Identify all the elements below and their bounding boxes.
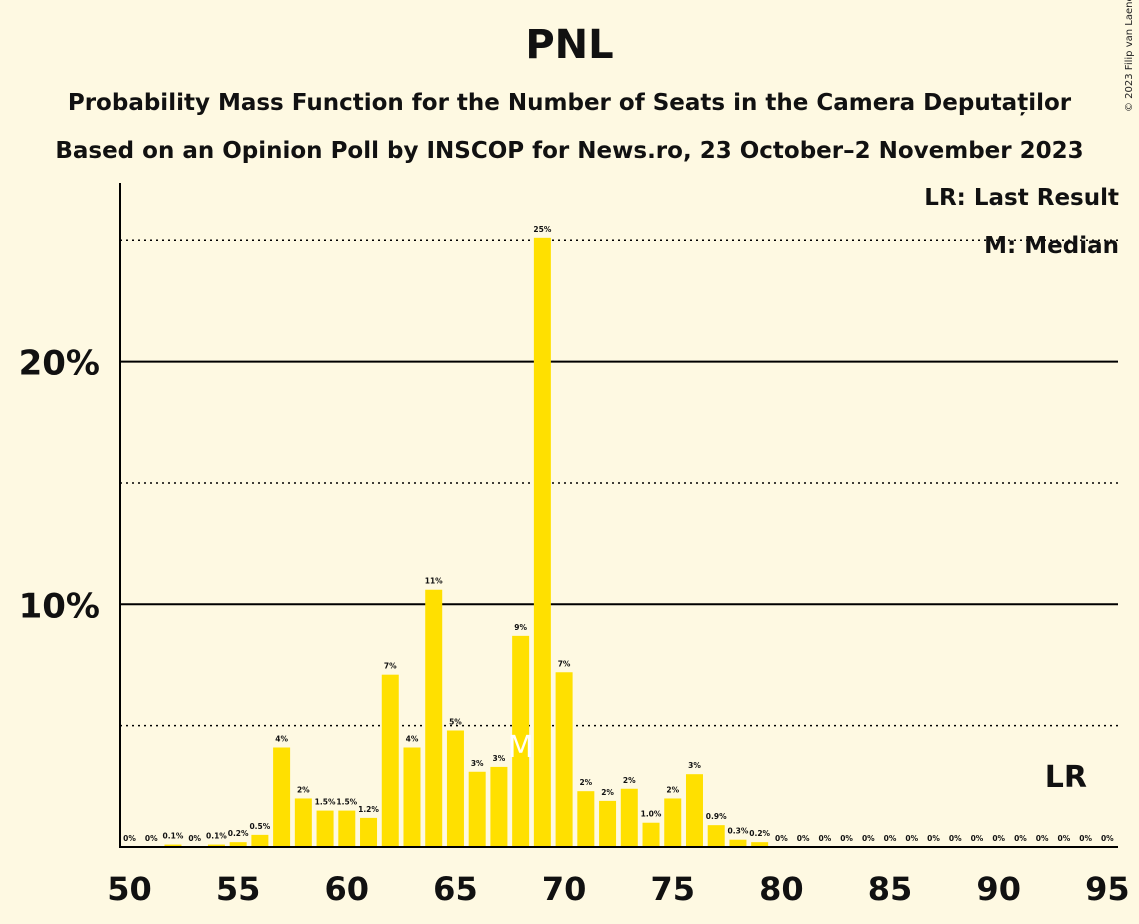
bar [229,842,247,847]
bar [751,842,769,847]
data-label: 9% [514,623,527,632]
bar [707,825,725,847]
data-label: 0.3% [728,827,749,836]
x-tick-label: 85 [868,870,913,908]
bar [620,788,638,847]
bar [381,674,399,847]
data-label: 2% [666,785,679,794]
x-tick-label: 75 [650,870,695,908]
bar [251,834,269,847]
data-label: 3% [688,761,701,770]
y-tick-label: 10% [19,586,100,626]
data-label: 0% [123,834,136,843]
bar [685,774,703,847]
bar [316,810,334,847]
data-label: 11% [425,577,443,586]
bar [294,798,312,847]
data-label: 0% [818,834,831,843]
data-label: 0% [188,834,201,843]
data-label: 0% [927,834,940,843]
data-label: 0.2% [749,829,770,838]
x-tick-label: 95 [1085,870,1130,908]
data-label: 0% [884,834,897,843]
bar [338,810,356,847]
data-label: 0% [862,834,875,843]
chart-subtitle: Probability Mass Function for the Number… [67,90,1072,116]
data-label: 2% [623,776,636,785]
x-tick-label: 70 [542,870,587,908]
data-label: 0.2% [228,829,249,838]
data-label: 0% [992,834,1005,843]
last-result-marker: LR [1045,760,1087,795]
data-label: 0% [1058,834,1071,843]
legend-last-result: LR: Last Result [924,185,1119,211]
data-label: 0% [1036,834,1049,843]
bar [577,791,595,847]
data-label: 1.5% [315,798,336,807]
data-label: 2% [579,778,592,787]
data-label: 2% [601,788,614,797]
data-label: 0% [1101,834,1114,843]
data-label: 2% [297,785,310,794]
data-label: 4% [406,734,419,743]
data-label: 7% [558,659,571,668]
bar [642,822,660,847]
bar [490,766,508,847]
bar [403,747,421,847]
bar [664,798,682,847]
bar [533,237,551,847]
data-label: 0.1% [206,832,227,841]
data-label: 1.2% [358,805,379,814]
data-label: 4% [275,734,288,743]
bar [512,635,530,847]
bar [599,800,617,847]
data-label: 0% [971,834,984,843]
data-label: 0% [145,834,158,843]
x-tick-label: 65 [433,870,478,908]
x-tick-label: 80 [759,870,804,908]
bar [468,771,486,847]
bar [360,817,378,847]
x-tick-label: 50 [107,870,152,908]
data-label: 3% [493,754,506,763]
data-label: 0.9% [706,812,727,821]
data-label: 0% [1079,834,1092,843]
data-label: 0% [797,834,810,843]
data-label: 5% [449,718,462,727]
x-tick-label: 90 [976,870,1021,908]
bar [729,839,747,847]
data-label: 0% [840,834,853,843]
bar [425,589,443,847]
data-label: 7% [384,662,397,671]
bar [207,844,225,847]
bar [555,672,573,847]
data-label: 25% [533,225,551,234]
data-label: 0.1% [163,832,184,841]
y-tick-label: 20% [19,344,100,384]
x-tick-label: 55 [216,870,261,908]
data-label: 0% [775,834,788,843]
data-label: 0% [1014,834,1027,843]
chart-title: PNL [525,22,614,68]
data-label: 0% [905,834,918,843]
data-label: 1.0% [641,810,662,819]
bar [164,844,182,847]
bar [273,747,291,847]
data-label: 0% [949,834,962,843]
chart-source: Based on an Opinion Poll by INSCOP for N… [55,138,1084,164]
legend-median: M: Median [984,233,1119,259]
data-label: 0.5% [249,822,270,831]
x-tick-label: 60 [325,870,370,908]
data-label: 1.5% [336,798,357,807]
median-marker: M [508,730,534,765]
data-label: 3% [471,759,484,768]
bar [446,730,464,847]
